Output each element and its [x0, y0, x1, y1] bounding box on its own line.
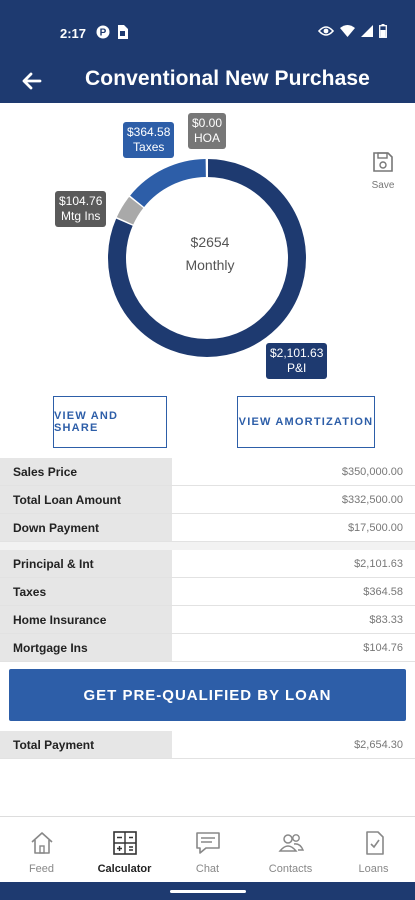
floppy-disk-icon — [373, 152, 393, 172]
callout-pi: $2,101.63 P&I — [266, 343, 328, 379]
table-row: Taxes $364.58 — [0, 578, 415, 606]
nav-item-loans[interactable]: Loans — [332, 817, 415, 882]
payment-donut-chart: $2654 Monthly $0.00 HOA $364.58 Taxes $1… — [0, 103, 415, 393]
total-payment-table: Total Payment $2,654.30 — [0, 731, 415, 759]
nav-label-loans: Loans — [358, 863, 389, 875]
row-value: $104.76 — [172, 634, 415, 661]
chart-center-label: Monthly — [185, 257, 235, 273]
app-header: Conventional New Purchase — [0, 58, 415, 103]
row-label: Mortgage Ins — [0, 634, 172, 661]
row-value: $2,101.63 — [172, 550, 415, 577]
home-icon — [30, 832, 53, 854]
system-status-icons — [318, 24, 387, 38]
total-payment-label: Total Payment — [0, 731, 172, 758]
row-value: $350,000.00 — [172, 458, 415, 485]
loan-summary-table: Sales Price $350,000.00 Total Loan Amoun… — [0, 458, 415, 542]
chart-center-amount: $2654 — [190, 234, 230, 250]
callout-hoa-value: $0.00 — [192, 116, 223, 130]
save-button[interactable]: Save — [368, 151, 398, 191]
status-bar: 2:17 P — [0, 0, 415, 58]
row-label: Taxes — [0, 578, 172, 605]
table-row: Down Payment $17,500.00 — [0, 514, 415, 542]
nav-item-calculator[interactable]: Calculator — [83, 817, 166, 882]
callout-taxes: $364.58 Taxes — [123, 122, 175, 158]
table-row: Sales Price $350,000.00 — [0, 458, 415, 486]
status-time: 2:17 — [60, 26, 87, 41]
row-label: Home Insurance — [0, 606, 172, 633]
nav-label-chat: Chat — [195, 863, 220, 875]
nav-label-calculator: Calculator — [97, 863, 152, 875]
nav-label-contacts: Contacts — [268, 863, 313, 875]
eye-icon — [318, 26, 334, 36]
status-notification-icons: P — [96, 25, 128, 39]
view-amortization-button[interactable]: VIEW AMORTIZATION — [237, 396, 375, 448]
calculator-icon — [112, 831, 137, 855]
sim-card-icon — [118, 25, 128, 39]
callout-mtg-ins: $104.76 Mtg Ins — [55, 191, 107, 227]
row-value: $17,500.00 — [172, 514, 415, 541]
system-gesture-bar — [0, 882, 415, 900]
contacts-icon — [277, 834, 304, 852]
wifi-icon — [340, 25, 355, 37]
donut-chart-svg — [108, 159, 306, 357]
payment-breakdown-table: Principal & Int $2,101.63 Taxes $364.58 … — [0, 550, 415, 662]
nav-item-contacts[interactable]: Contacts — [249, 817, 332, 882]
section-divider — [0, 542, 415, 550]
callout-hoa-label: HOA — [194, 131, 221, 145]
back-arrow-icon[interactable] — [16, 66, 46, 96]
view-and-share-button[interactable]: VIEW AND SHARE — [53, 396, 167, 448]
chat-icon — [195, 832, 220, 854]
row-label: Down Payment — [0, 514, 172, 541]
nav-item-chat[interactable]: Chat — [166, 817, 249, 882]
signal-icon — [361, 25, 373, 37]
row-label: Total Loan Amount — [0, 486, 172, 513]
table-row: Mortgage Ins $104.76 — [0, 634, 415, 662]
battery-icon — [379, 24, 387, 38]
callout-mtg-ins-value: $104.76 — [59, 194, 103, 208]
loans-icon — [365, 831, 384, 855]
callout-taxes-value: $364.58 — [127, 125, 171, 139]
callout-mtg-ins-label: Mtg Ins — [61, 209, 101, 223]
get-pre-qualified-button[interactable]: GET PRE-QUALIFIED BY LOAN — [9, 669, 406, 721]
callout-taxes-label: Taxes — [133, 140, 165, 154]
nav-item-feed[interactable]: Feed — [0, 817, 83, 882]
total-payment-value: $2,654.30 — [172, 731, 415, 758]
table-row: Home Insurance $83.33 — [0, 606, 415, 634]
callout-pi-value: $2,101.63 — [270, 346, 324, 360]
callout-hoa: $0.00 HOA — [188, 113, 227, 149]
row-value: $364.58 — [172, 578, 415, 605]
row-value: $332,500.00 — [172, 486, 415, 513]
table-row: Total Loan Amount $332,500.00 — [0, 486, 415, 514]
row-label: Principal & Int — [0, 550, 172, 577]
table-row: Principal & Int $2,101.63 — [0, 550, 415, 578]
app-notification-icon: P — [96, 25, 110, 39]
home-gesture-pill[interactable] — [170, 890, 246, 893]
save-label: Save — [371, 180, 395, 191]
page-title: Conventional New Purchase — [85, 67, 370, 90]
nav-label-feed: Feed — [28, 863, 55, 875]
callout-pi-label: P&I — [287, 361, 307, 375]
row-value: $83.33 — [172, 606, 415, 633]
bottom-navigation: Feed Calculator Chat Contacts Loans — [0, 816, 415, 882]
table-row: Total Payment $2,654.30 — [0, 731, 415, 759]
svg-text:P: P — [100, 28, 107, 39]
row-label: Sales Price — [0, 458, 172, 485]
